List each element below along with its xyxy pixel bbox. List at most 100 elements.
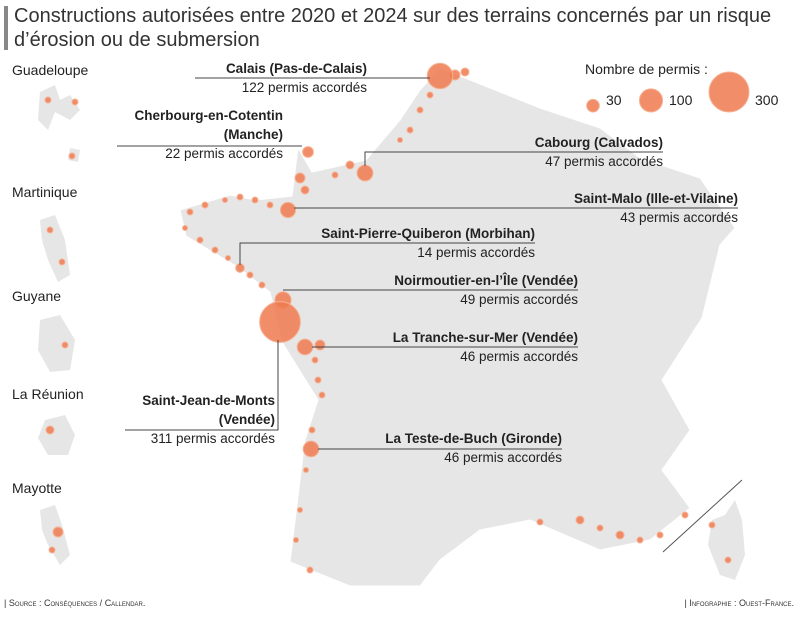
coastal-dot bbox=[246, 271, 254, 279]
coastal-dot bbox=[596, 524, 604, 532]
coastal-dot bbox=[615, 530, 625, 540]
title: Constructions autorisées entre 2020 et 2… bbox=[14, 5, 772, 51]
coastal-dot bbox=[61, 341, 69, 349]
callout-count: 43 permis accordés bbox=[620, 210, 738, 225]
callout: Saint-Pierre-Quiberon (Morbihan) 14 permi… bbox=[275, 224, 535, 262]
territory-label: La Réunion bbox=[12, 386, 84, 402]
permit-bubble bbox=[356, 164, 374, 182]
legend-label: 300 bbox=[755, 92, 779, 108]
coastal-dot bbox=[225, 255, 231, 261]
coastal-dot bbox=[52, 526, 64, 538]
callout-count: 47 permis accordés bbox=[545, 154, 663, 169]
legend-bubble bbox=[586, 98, 600, 113]
martinique-shape bbox=[40, 215, 70, 282]
coastal-dot bbox=[300, 185, 310, 195]
coastal-dot bbox=[724, 556, 732, 564]
coastal-dot bbox=[293, 537, 299, 543]
coastal-dot bbox=[345, 160, 355, 170]
coastal-dot bbox=[416, 106, 424, 114]
legend-title: Nombre de permis : bbox=[585, 61, 708, 77]
callout: Calais (Pas-de-Calais) 122 permis accordé… bbox=[107, 59, 367, 97]
coastal-dot bbox=[258, 281, 266, 289]
callout-count: 14 permis accordés bbox=[417, 245, 535, 260]
callout-name: Saint-Jean-de-Monts (Vendée) bbox=[142, 393, 275, 427]
coastal-dot bbox=[45, 425, 55, 435]
coastal-dot bbox=[426, 91, 434, 99]
coastal-dot bbox=[308, 426, 316, 434]
coastal-dot bbox=[68, 152, 76, 160]
france-mainland bbox=[179, 67, 736, 587]
coastal-dot bbox=[297, 507, 303, 513]
callout-name: La Tranche-sur-Mer (Vendée) bbox=[392, 330, 578, 345]
callout-name: Cabourg (Calvados) bbox=[534, 135, 663, 150]
source: | Source : Conséquences / Callendar. bbox=[4, 598, 146, 608]
coastal-dot bbox=[58, 258, 66, 266]
corsica-separator bbox=[662, 479, 743, 553]
coastal-dot bbox=[306, 566, 314, 574]
coastal-dot bbox=[656, 531, 664, 539]
coastal-dot bbox=[708, 521, 716, 529]
coastal-dot bbox=[251, 196, 259, 204]
callout-name: Saint-Pierre-Quiberon (Morbihan) bbox=[321, 226, 535, 241]
coastal-dot bbox=[314, 376, 322, 384]
legend-label: 30 bbox=[606, 92, 622, 108]
coastal-dot bbox=[294, 172, 306, 184]
callout-count: 49 permis accordés bbox=[460, 292, 578, 307]
callout: La Teste-de-Buch (Gironde) 46 permis acco… bbox=[302, 429, 562, 467]
coastal-dot bbox=[48, 546, 56, 554]
coastal-dot bbox=[536, 518, 544, 526]
coastal-dot bbox=[681, 511, 689, 519]
title-bar bbox=[4, 6, 8, 50]
credit: | Infographie : Ouest-France. bbox=[684, 598, 794, 608]
coastal-dot bbox=[44, 96, 52, 104]
legend-bubble bbox=[638, 88, 664, 113]
territory-label: Guyane bbox=[12, 288, 62, 304]
coastal-dot bbox=[211, 246, 219, 254]
coastal-dot bbox=[222, 197, 228, 203]
territory-label: Guadeloupe bbox=[12, 62, 89, 78]
permit-bubble bbox=[426, 62, 454, 90]
coastal-dot bbox=[318, 391, 326, 399]
coastal-dot bbox=[266, 201, 274, 209]
callout: Saint-Malo (Ille-et-Vilaine) 43 permis ac… bbox=[478, 189, 738, 227]
callout-count: 46 permis accordés bbox=[460, 349, 578, 364]
callout-name: La Teste-de-Buch (Gironde) bbox=[385, 431, 562, 446]
permit-bubble bbox=[259, 301, 301, 343]
callout: Cherbourg-en-Cotentin (Manche) 22 permis … bbox=[108, 106, 283, 163]
coastal-dot bbox=[71, 98, 79, 106]
callout-count: 46 permis accordés bbox=[444, 450, 562, 465]
coastal-dot bbox=[311, 356, 319, 364]
coastal-dot bbox=[575, 515, 585, 525]
coastal-dot bbox=[406, 126, 414, 134]
coastal-dot bbox=[460, 67, 470, 77]
permit-bubble bbox=[296, 338, 314, 356]
coastal-dot bbox=[397, 137, 403, 143]
leader-line bbox=[364, 151, 663, 166]
territory-label: Mayotte bbox=[12, 480, 62, 496]
reunion-shape bbox=[38, 415, 75, 455]
coastal-dot bbox=[331, 171, 339, 179]
territory-label: Martinique bbox=[12, 184, 78, 200]
coastal-dot bbox=[201, 201, 209, 209]
callout-count: 22 permis accordés bbox=[165, 146, 283, 161]
legend-label: 100 bbox=[669, 92, 693, 108]
guadeloupe-shape bbox=[38, 85, 80, 130]
callout-count: 311 permis accordés bbox=[150, 431, 275, 446]
coastal-dot bbox=[236, 193, 244, 201]
permit-bubble bbox=[279, 201, 297, 219]
corsica bbox=[708, 500, 745, 580]
callout-name: Cherbourg-en-Cotentin (Manche) bbox=[134, 108, 283, 142]
callout-name: Calais (Pas-de-Calais) bbox=[225, 61, 367, 76]
coastal-dot bbox=[182, 225, 188, 231]
coastal-dot bbox=[46, 226, 54, 234]
coastal-dot bbox=[636, 536, 644, 544]
permit-bubble bbox=[302, 146, 314, 158]
leader-line bbox=[125, 340, 279, 431]
coastal-dot bbox=[196, 236, 204, 244]
callout-name: Noirmoutier-en-l’Île (Vendée) bbox=[394, 273, 578, 288]
legend-bubble bbox=[708, 71, 750, 113]
leader-line bbox=[239, 242, 535, 265]
guyane-shape bbox=[38, 315, 75, 372]
